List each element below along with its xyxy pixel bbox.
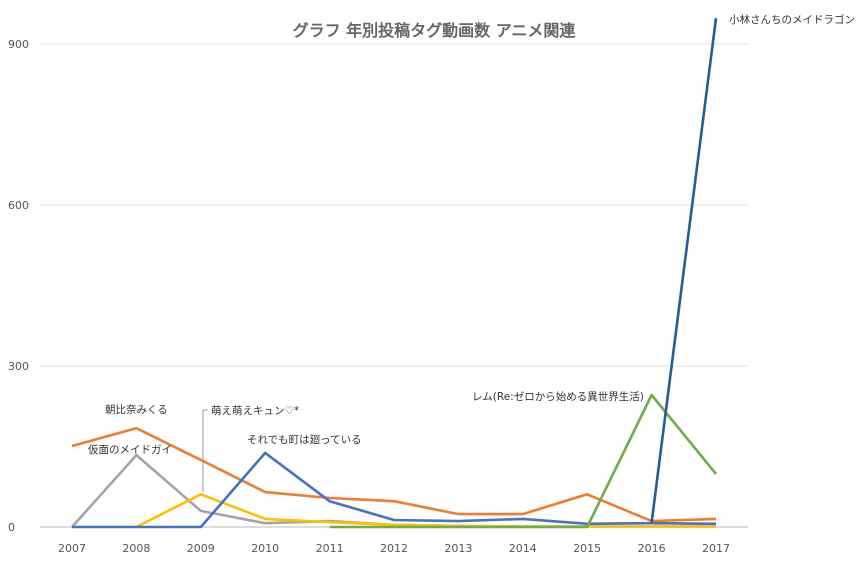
x-tick-label: 2011	[316, 542, 344, 555]
x-tick-label: 2008	[122, 542, 150, 555]
y-tick-label: 600	[8, 199, 29, 212]
x-tick-label: 2013	[444, 542, 472, 555]
series-label: 朝比奈みくる	[105, 403, 168, 416]
y-tick-label: 0	[8, 521, 15, 534]
series-label: レム(Re:ゼロから始める異世界生活)	[472, 390, 644, 403]
series-line	[135, 492, 716, 529]
x-tick-label: 2009	[187, 542, 215, 555]
series-label: 小林さんちのメイドラゴン	[729, 13, 855, 26]
series-line	[329, 393, 718, 529]
x-tick-label: 2010	[251, 542, 279, 555]
x-tick-label: 2016	[638, 542, 666, 555]
series-label: 仮面のメイドガイ	[88, 443, 172, 456]
leader-line	[202, 409, 208, 492]
series-line	[71, 453, 716, 528]
x-tick-label: 2012	[380, 542, 408, 555]
x-tick-label: 2007	[58, 542, 86, 555]
series-label: それでも町は廻っている	[247, 434, 362, 446]
series-line	[650, 18, 718, 523]
x-tick-label: 2017	[702, 542, 730, 555]
y-tick-label: 900	[8, 38, 29, 51]
series-line	[71, 426, 717, 523]
chart-title: グラフ 年別投稿タグ動画数 アニメ関連	[293, 21, 577, 40]
x-tick-label: 2015	[573, 542, 601, 555]
x-tick-label: 2014	[509, 542, 537, 555]
series-line	[72, 451, 717, 529]
series-label: 萌え萌えキュン♡*	[211, 404, 299, 417]
y-tick-label: 300	[8, 360, 29, 373]
